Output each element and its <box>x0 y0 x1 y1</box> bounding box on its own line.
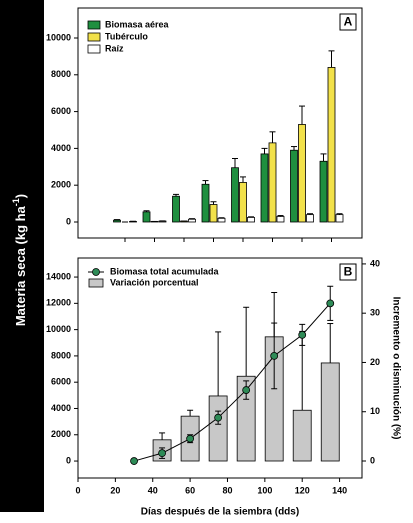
legend-label: Variación porcentual <box>110 277 199 287</box>
y2-tick-label: 30 <box>370 308 380 318</box>
bar <box>217 217 226 223</box>
bar <box>319 160 328 223</box>
bar <box>188 218 196 223</box>
y-tick-label: 4000 <box>51 403 71 413</box>
legend-swatch <box>88 278 104 288</box>
bar <box>201 183 210 223</box>
marker <box>298 330 307 339</box>
x-tick-label: 60 <box>185 485 195 495</box>
bar <box>276 216 285 223</box>
y-label-end: ) <box>13 194 28 198</box>
y2-tick-label: 0 <box>370 455 375 465</box>
legend-swatch <box>87 44 101 54</box>
x-tick-label: 80 <box>222 485 232 495</box>
x-axis-label: Días después de la siembra (dds) <box>141 507 299 518</box>
bar <box>327 67 336 223</box>
legend-label: Biomasa total acumulada <box>110 266 220 276</box>
panel-label-box <box>339 263 357 281</box>
y-tick-label: 6000 <box>51 106 71 116</box>
bar <box>247 216 255 223</box>
y2-tick-label: 10 <box>370 406 380 416</box>
x-tick-label: 100 <box>257 485 272 495</box>
panel-label: A <box>344 15 353 29</box>
y-tick-label: 8000 <box>51 69 71 79</box>
legend-swatch <box>87 20 101 30</box>
bar <box>292 409 312 462</box>
bar <box>142 211 151 223</box>
bar <box>268 142 277 223</box>
y-tick-label: 12000 <box>46 298 71 308</box>
y-tick-label: 10000 <box>46 32 71 42</box>
panel-label: B <box>344 265 353 279</box>
bar <box>209 204 218 223</box>
marker <box>270 352 279 360</box>
y2-axis-label: Incremento o disminución (%) <box>390 297 401 440</box>
panel-label-box <box>339 13 357 31</box>
y-tick-label: 10000 <box>46 324 71 334</box>
legend-swatch <box>87 32 101 42</box>
bar <box>335 214 344 223</box>
y-tick-label: 6000 <box>51 377 71 387</box>
plot-frame <box>77 7 363 239</box>
x-tick-label: 20 <box>110 485 120 495</box>
x-tick-label: 0 <box>75 485 80 495</box>
marker <box>326 299 335 308</box>
y-tick-label: 8000 <box>51 350 71 360</box>
marker <box>130 457 138 465</box>
y-label-sup: -1 <box>11 198 21 206</box>
bar <box>306 214 314 223</box>
bar <box>231 167 239 223</box>
x-tick-label: 120 <box>295 485 310 495</box>
x-tick-label: 40 <box>148 485 158 495</box>
bar <box>320 362 340 462</box>
marker <box>186 434 195 443</box>
y-tick-label: 0 <box>66 455 71 465</box>
y-tick-label: 4000 <box>51 143 71 153</box>
y-tick-label: 0 <box>66 216 71 226</box>
legend-label: Raíz <box>105 43 124 53</box>
y-tick-label: 14000 <box>46 271 71 281</box>
plot-frame <box>77 257 363 479</box>
y-label-text: Materia seca (kg ha <box>13 205 28 326</box>
bar <box>290 149 298 223</box>
y-tick-label: 2000 <box>51 180 71 190</box>
y-label-band <box>0 0 44 512</box>
bar <box>113 219 121 223</box>
bar <box>172 195 180 223</box>
marker <box>214 413 223 422</box>
marker <box>242 386 251 394</box>
bar <box>298 124 306 223</box>
x-tick-label: 140 <box>332 485 347 495</box>
bar <box>239 182 247 223</box>
legend-label: Tubérculo <box>105 31 148 41</box>
y-tick-label: 2000 <box>51 429 71 439</box>
bar <box>208 395 228 462</box>
y-axis-label: Materia seca (kg ha-1) <box>11 194 28 326</box>
marker <box>158 449 166 458</box>
bar <box>260 153 269 223</box>
y2-tick-label: 40 <box>370 258 380 268</box>
legend-marker <box>92 268 100 276</box>
legend-label: Biomasa aérea <box>105 19 170 29</box>
line <box>133 303 331 462</box>
y2-tick-label: 20 <box>370 357 380 367</box>
